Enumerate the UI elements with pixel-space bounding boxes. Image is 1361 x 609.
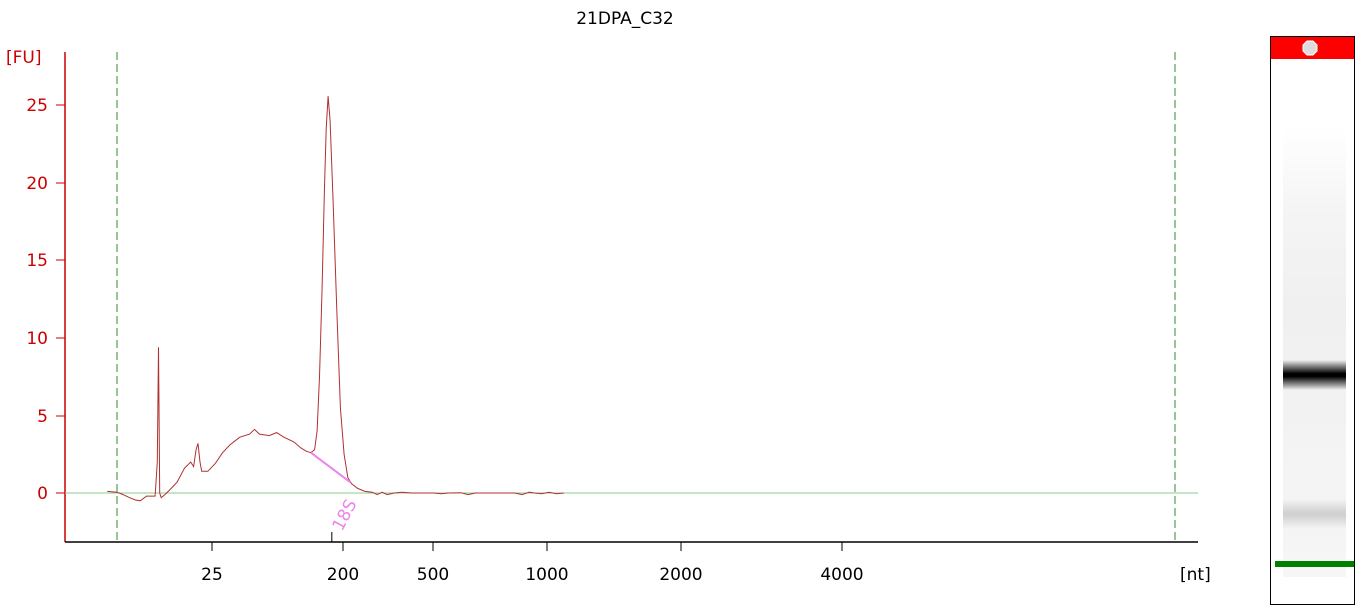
x-tick-label: 4000 [820,565,863,585]
peak-18s-baseline [310,451,351,483]
gel-band [1283,359,1346,390]
chart-title: 21DPA_C32 [576,9,674,29]
gel-lane-body [1275,127,1354,577]
y-tick-label: 10 [26,329,48,349]
x-tick-label: 200 [327,565,359,585]
x-axis-label: [nt] [1180,565,1211,585]
x-tick-label: 1000 [525,565,568,585]
electropherogram-trace [107,96,564,502]
x-tick-label: 25 [201,565,223,585]
peak-18s-label: 18S [329,496,362,534]
gel-band [1283,499,1346,529]
y-tick-label: 0 [37,484,48,504]
gel-lane-image [1270,36,1355,605]
x-tick-label: 2000 [659,565,702,585]
y-tick-label: 5 [37,407,48,427]
y-tick-label: 20 [26,174,48,194]
y-tick-label: 15 [26,251,48,271]
x-tick-label: 500 [417,565,449,585]
y-tick-label: 25 [26,96,48,116]
y-axis-label: [FU] [6,48,42,68]
gel-lane-header [1271,37,1354,59]
gel-band [1275,560,1354,567]
ladder-marker-icon [1302,40,1318,56]
